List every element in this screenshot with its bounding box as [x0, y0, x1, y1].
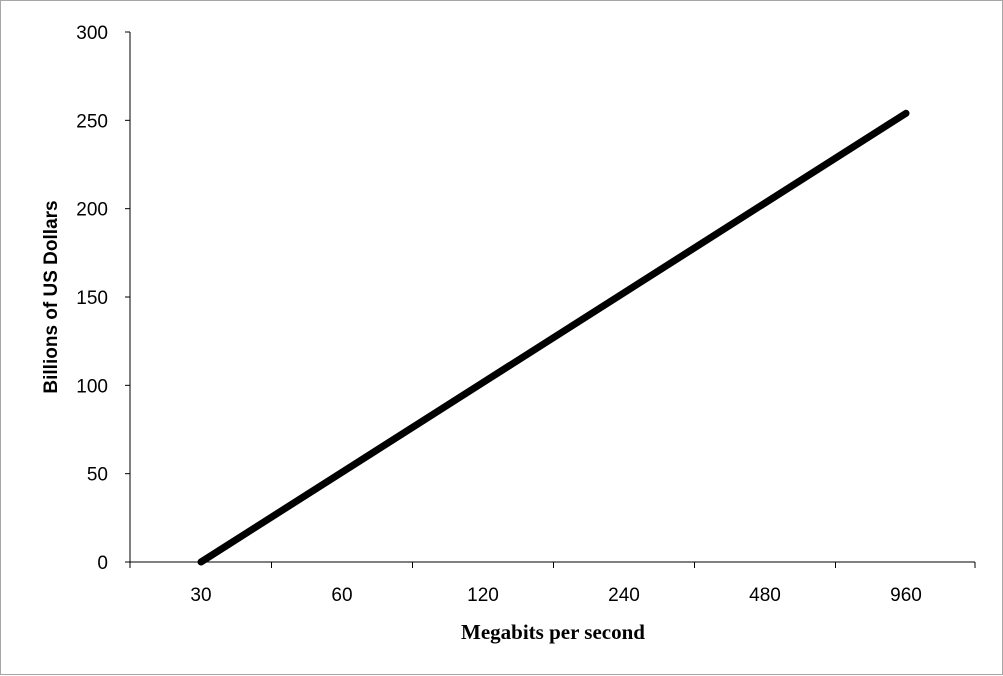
y-tick-label: 300	[76, 23, 108, 44]
y-axis-ticks: 0 50 100 150 200 250 300	[76, 23, 130, 574]
x-tick-label: 960	[890, 585, 922, 606]
x-axis-ticks: 30 60 120 240 480 960	[129, 562, 976, 606]
y-tick-label: 200	[76, 200, 108, 221]
x-tick-label: 60	[331, 585, 352, 606]
x-tick-label: 480	[749, 585, 781, 606]
x-tick-label: 30	[190, 585, 211, 606]
y-tick-label: 250	[76, 111, 108, 132]
y-tick-label: 100	[76, 376, 108, 397]
x-axis-title: Megabits per second	[461, 620, 645, 644]
x-tick-label: 120	[467, 585, 499, 606]
series-layer	[197, 109, 910, 566]
y-axis-title: Billions of US Dollars	[41, 200, 62, 393]
y-tick-label: 0	[97, 553, 108, 574]
y-tick-label: 150	[76, 288, 108, 309]
series-line	[197, 109, 910, 566]
x-tick-label: 240	[608, 585, 640, 606]
y-tick-label: 50	[87, 465, 108, 486]
